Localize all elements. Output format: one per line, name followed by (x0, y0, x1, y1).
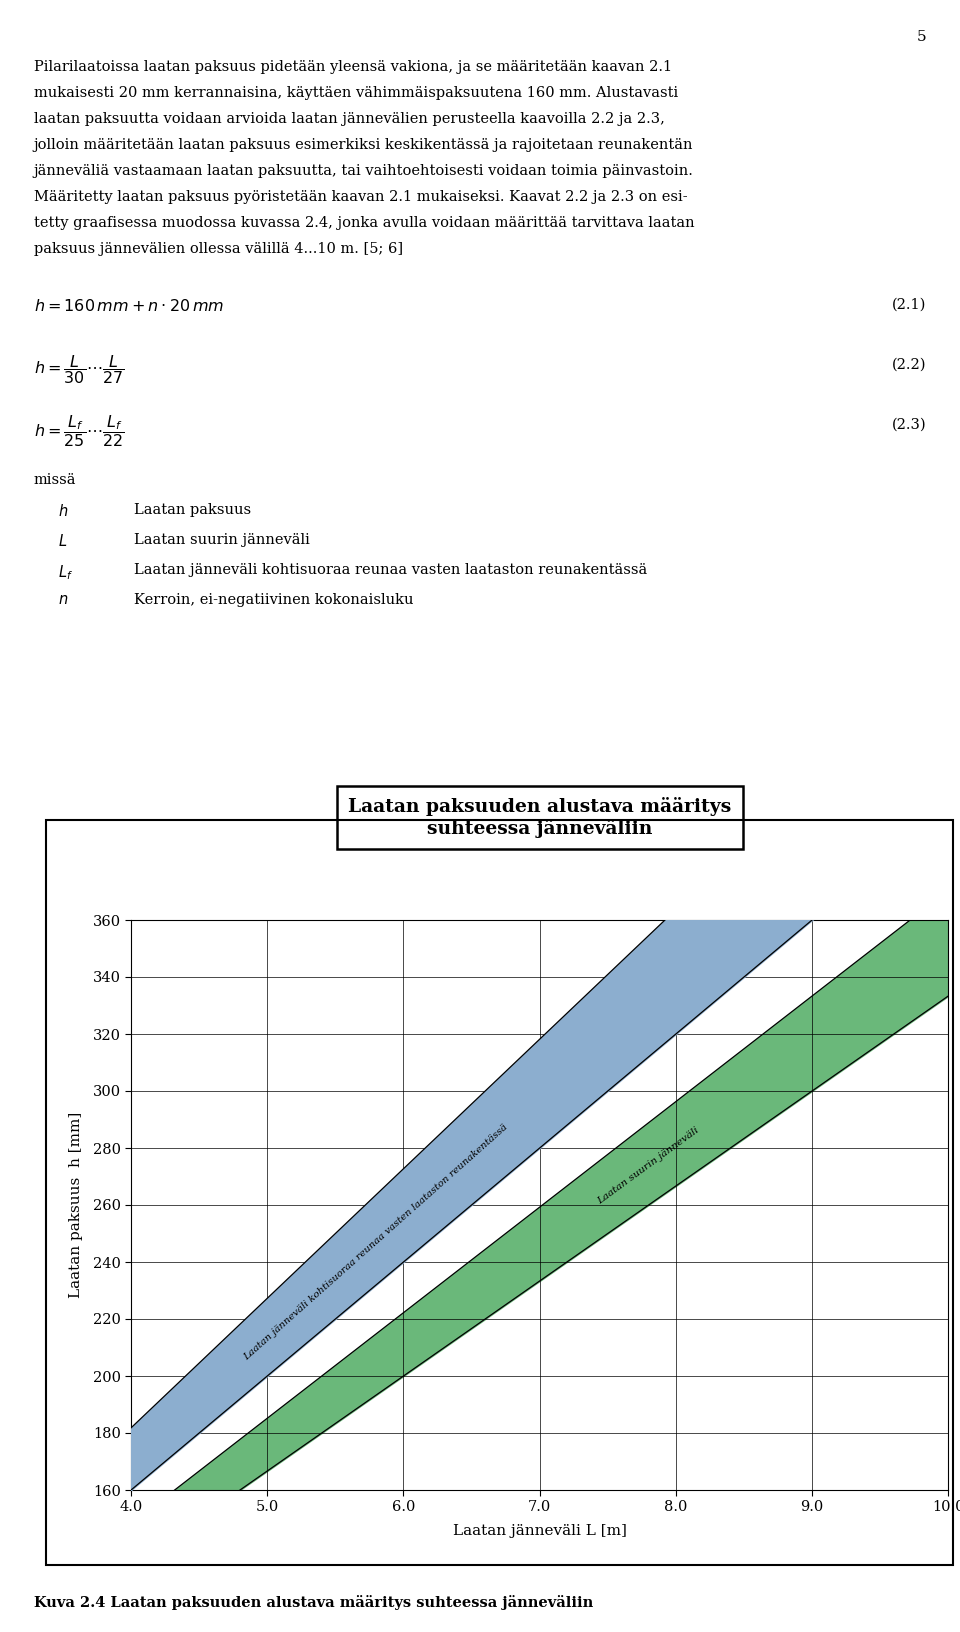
X-axis label: Laatan jänneväli L [m]: Laatan jänneväli L [m] (453, 1524, 627, 1537)
Text: tetty graafisessa muodossa kuvassa 2.4, jonka avulla voidaan määrittää tarvittav: tetty graafisessa muodossa kuvassa 2.4, … (34, 215, 694, 230)
Text: missä: missä (34, 473, 76, 486)
Text: $L_f$: $L_f$ (58, 563, 73, 581)
Text: (2.1): (2.1) (892, 299, 926, 312)
Text: $h = \dfrac{L_f}{25} \cdots \dfrac{L_f}{22}$: $h = \dfrac{L_f}{25} \cdots \dfrac{L_f}{… (34, 413, 124, 449)
Text: $n$: $n$ (58, 592, 68, 607)
Text: Laatan jänneväli kohtisuoraa reunaa vasten laataston reunakentässä: Laatan jänneväli kohtisuoraa reunaa vast… (243, 1123, 510, 1363)
Text: $h = \dfrac{L}{30} \cdots \dfrac{L}{27}$: $h = \dfrac{L}{30} \cdots \dfrac{L}{27}$ (34, 353, 124, 387)
Text: Kerroin, ei-negatiivinen kokonaisluku: Kerroin, ei-negatiivinen kokonaisluku (134, 592, 414, 607)
Text: jolloin määritetään laatan paksuus esimerkiksi keskikentässä ja rajoitetaan reun: jolloin määritetään laatan paksuus esime… (34, 139, 693, 152)
Text: (2.3): (2.3) (892, 418, 926, 432)
Text: Laatan jänneväli kohtisuoraa reunaa vasten laataston reunakentässä: Laatan jänneväli kohtisuoraa reunaa vast… (134, 563, 648, 578)
Text: mukaisesti 20 mm kerrannaisina, käyttäen vähimmäispaksuutena 160 mm. Alustavasti: mukaisesti 20 mm kerrannaisina, käyttäen… (34, 86, 678, 100)
Text: 5: 5 (917, 29, 926, 44)
Text: (2.2): (2.2) (892, 357, 926, 372)
Text: Laatan suurin jänneväli: Laatan suurin jänneväli (596, 1126, 701, 1206)
Text: Laatan suurin jänneväli: Laatan suurin jänneväli (134, 534, 310, 547)
Text: $h$: $h$ (58, 503, 68, 519)
Text: Pilarilaatoissa laatan paksuus pidetään yleensä vakiona, ja se määritetään kaava: Pilarilaatoissa laatan paksuus pidetään … (34, 60, 672, 73)
Text: paksuus jännevälien ollessa välillä 4...10 m. [5; 6]: paksuus jännevälien ollessa välillä 4...… (34, 242, 403, 256)
Text: jänneväliä vastaamaan laatan paksuutta, tai vaihtoehtoisesti voidaan toimia päin: jänneväliä vastaamaan laatan paksuutta, … (34, 163, 693, 178)
Text: $h = 160\,mm + n \cdot 20\,mm$: $h = 160\,mm + n \cdot 20\,mm$ (34, 299, 224, 315)
Text: Laatan paksuuden alustava määritys
suhteessa jänneväliin: Laatan paksuuden alustava määritys suhte… (348, 796, 732, 837)
Text: laatan paksuutta voidaan arvioida laatan jännevälien perusteella kaavoilla 2.2 j: laatan paksuutta voidaan arvioida laatan… (34, 113, 664, 126)
Y-axis label: Laatan paksuus  h [mm]: Laatan paksuus h [mm] (69, 1111, 83, 1297)
Text: Laatan paksuus: Laatan paksuus (134, 503, 252, 517)
Text: Kuva 2.4 Laatan paksuuden alustava määritys suhteessa jänneväliin: Kuva 2.4 Laatan paksuuden alustava määri… (34, 1594, 593, 1611)
Text: $L$: $L$ (58, 534, 67, 548)
Text: Määritetty laatan paksuus pyöristetään kaavan 2.1 mukaiseksi. Kaavat 2.2 ja 2.3 : Määritetty laatan paksuus pyöristetään k… (34, 189, 687, 204)
